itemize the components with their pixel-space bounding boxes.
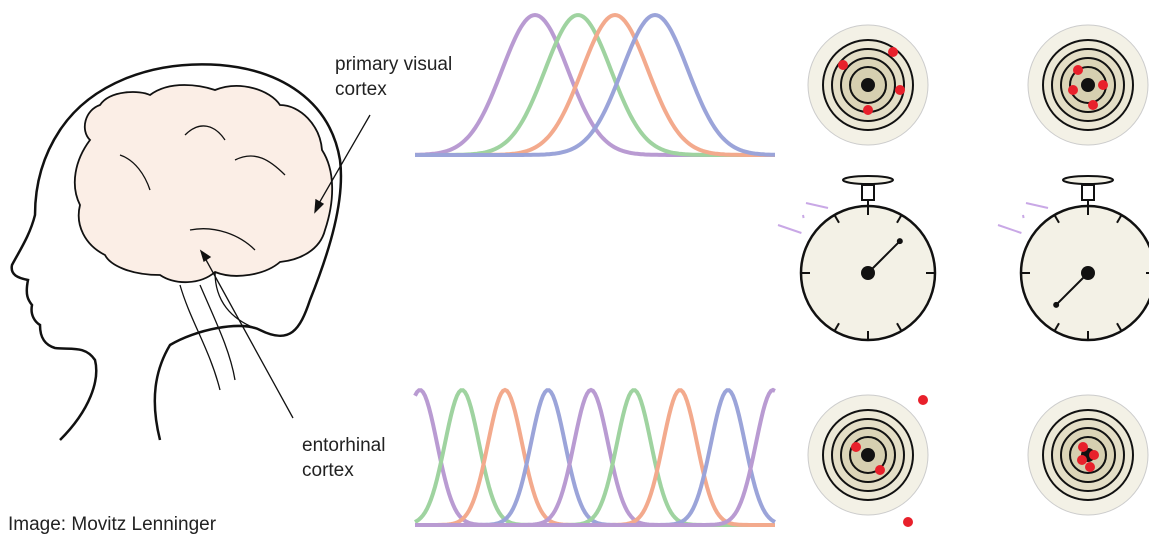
hit	[918, 395, 928, 405]
button	[843, 176, 893, 184]
label-line: primary visual	[335, 54, 452, 75]
hit	[1078, 442, 1088, 452]
hit	[851, 442, 861, 452]
tuning-curve	[415, 390, 775, 525]
hub	[1081, 266, 1095, 280]
hub	[861, 266, 875, 280]
motion-line	[998, 225, 1021, 233]
tuning-curves	[415, 15, 775, 525]
hit	[1089, 450, 1099, 460]
motion-line	[803, 215, 804, 218]
hit	[1068, 85, 1078, 95]
bullseye	[861, 78, 875, 92]
hit	[863, 105, 873, 115]
hit	[903, 517, 913, 527]
motion-line	[806, 203, 828, 208]
hit	[1073, 65, 1083, 75]
hit	[1085, 462, 1095, 472]
motion-line	[778, 225, 801, 233]
hit	[895, 85, 905, 95]
head-drawing	[12, 64, 341, 440]
label-line: entorhinal	[302, 435, 385, 456]
tuning-curve	[415, 390, 775, 525]
stopwatches	[778, 176, 1149, 340]
button	[1063, 176, 1113, 184]
tuning-curve	[415, 390, 775, 525]
hit	[838, 60, 848, 70]
hit	[875, 465, 885, 475]
illustration: primary visual cortex entorhinal cortex …	[0, 0, 1149, 538]
hand-tip	[1053, 302, 1059, 308]
tuning-curve	[415, 390, 775, 525]
motion-line	[1026, 203, 1048, 208]
tuning-curve	[415, 390, 775, 525]
crown	[862, 185, 874, 200]
bullseye	[1081, 78, 1095, 92]
hit	[888, 47, 898, 57]
hit	[1098, 80, 1108, 90]
tuning-curve	[415, 390, 775, 525]
credit: Image: Movitz Lenninger	[8, 514, 217, 535]
tuning-curve	[415, 390, 775, 525]
hit	[1077, 455, 1087, 465]
motion-line	[1023, 215, 1024, 218]
crown	[1082, 185, 1094, 200]
label-line: cortex	[302, 460, 354, 481]
label-line: cortex	[335, 79, 387, 100]
tuning-curve	[415, 390, 775, 525]
tuning-curve	[415, 390, 775, 525]
hand-tip	[897, 238, 903, 244]
hit	[1088, 100, 1098, 110]
bullseye	[861, 448, 875, 462]
